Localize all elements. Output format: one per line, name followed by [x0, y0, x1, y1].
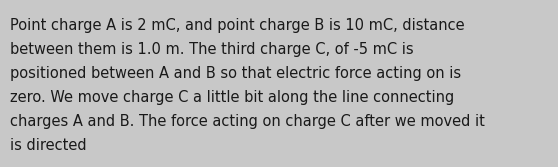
Text: positioned between A and B so that electric force acting on is: positioned between A and B so that elect… [10, 66, 461, 81]
Text: is directed: is directed [10, 138, 86, 153]
Text: charges A and B. The force acting on charge C after we moved it: charges A and B. The force acting on cha… [10, 114, 485, 129]
Text: zero. We move charge C a little bit along the line connecting: zero. We move charge C a little bit alon… [10, 90, 454, 105]
Text: between them is 1.0 m. The third charge C, of -5 mC is: between them is 1.0 m. The third charge … [10, 42, 413, 57]
Text: Point charge A is 2 mC, and point charge B is 10 mC, distance: Point charge A is 2 mC, and point charge… [10, 18, 465, 33]
